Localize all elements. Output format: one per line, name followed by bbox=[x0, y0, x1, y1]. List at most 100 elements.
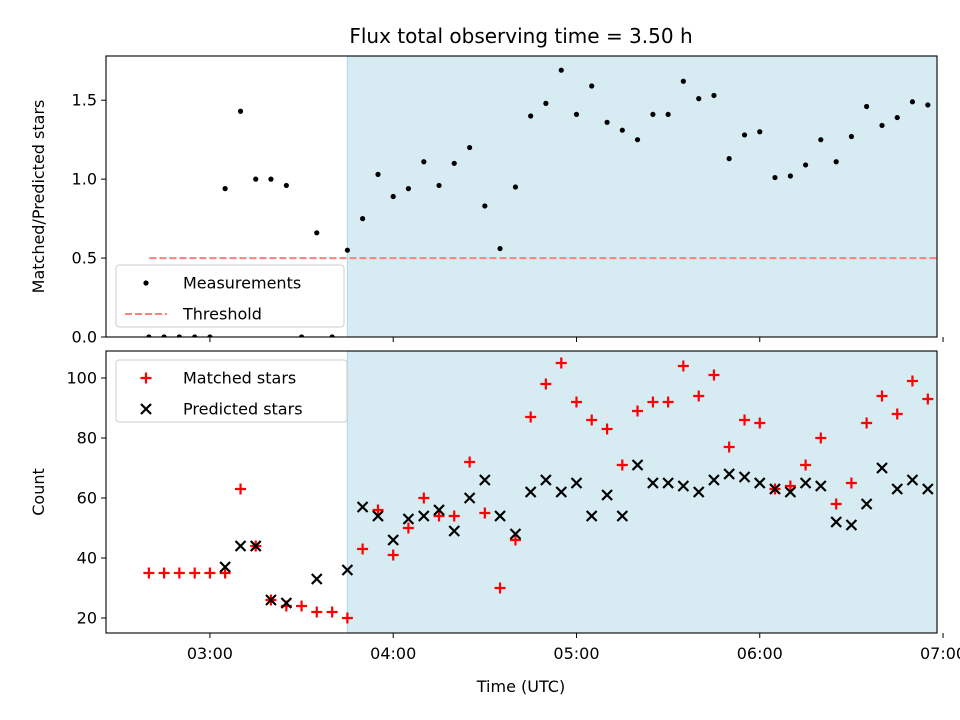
point-plus bbox=[938, 400, 949, 411]
point-plus bbox=[906, 375, 918, 387]
point-x bbox=[906, 474, 919, 486]
legend: Matched stars Predicted stars bbox=[115, 359, 348, 423]
point-dot bbox=[176, 334, 182, 337]
point-plus bbox=[326, 606, 338, 618]
point-x bbox=[341, 564, 354, 576]
point-dot bbox=[665, 111, 671, 118]
point-plus bbox=[341, 612, 353, 624]
point-plus bbox=[693, 390, 705, 402]
point-dot bbox=[314, 230, 320, 236]
y-tick-label: 1.0 bbox=[72, 170, 97, 189]
point-plus bbox=[494, 582, 506, 594]
point-plus bbox=[922, 393, 934, 405]
x-tick-label: 04:00 bbox=[370, 644, 416, 663]
point-plus bbox=[143, 567, 155, 579]
y-tick-label: 40 bbox=[77, 549, 97, 568]
point-dot bbox=[253, 176, 259, 182]
point-x bbox=[372, 510, 384, 522]
point-plus bbox=[509, 534, 521, 546]
point-x bbox=[540, 474, 552, 486]
point-plus bbox=[815, 432, 827, 444]
point-plus bbox=[525, 411, 537, 423]
point-x bbox=[815, 480, 827, 492]
point-dot bbox=[833, 159, 839, 165]
point-dot bbox=[344, 247, 350, 253]
point-plus bbox=[632, 405, 644, 417]
y-tick-label: 20 bbox=[77, 609, 97, 628]
point-dot bbox=[543, 100, 549, 106]
point-plus bbox=[601, 423, 613, 435]
point-x bbox=[662, 477, 674, 489]
x-tick-label: 05:00 bbox=[553, 644, 599, 663]
point-dot bbox=[650, 111, 656, 118]
observing-window-shade bbox=[346, 351, 937, 633]
point-x bbox=[448, 525, 461, 537]
point-dot bbox=[421, 159, 427, 165]
point-x bbox=[219, 561, 231, 573]
point-plus bbox=[219, 567, 231, 579]
point-dot bbox=[956, 112, 960, 117]
point-dot bbox=[680, 78, 686, 84]
point-plus bbox=[708, 369, 720, 381]
point-dot bbox=[696, 96, 702, 102]
y-tick-label: 80 bbox=[77, 429, 97, 448]
plot-area bbox=[143, 357, 960, 624]
point-dot bbox=[161, 334, 167, 337]
y-tick-label: 1.5 bbox=[72, 91, 97, 110]
point-dot bbox=[146, 334, 152, 337]
point-x bbox=[463, 492, 476, 504]
point-x bbox=[692, 486, 705, 498]
point-x bbox=[953, 478, 960, 488]
point-dot bbox=[436, 182, 442, 189]
point-x bbox=[860, 498, 873, 510]
point-plus bbox=[235, 483, 247, 495]
point-x bbox=[249, 540, 262, 552]
point-dot bbox=[909, 99, 916, 105]
point-plus bbox=[158, 567, 170, 579]
x-axis-label: Time (UTC) bbox=[476, 677, 565, 696]
point-dot bbox=[772, 174, 778, 181]
point-x bbox=[769, 483, 781, 495]
point-dot bbox=[283, 182, 289, 189]
point-plus bbox=[311, 606, 323, 618]
point-x bbox=[891, 483, 904, 495]
legend-label: Threshold bbox=[182, 305, 262, 324]
point-x bbox=[234, 540, 247, 552]
point-dot bbox=[894, 114, 900, 121]
point-dot bbox=[375, 171, 381, 177]
point-dot bbox=[802, 162, 809, 168]
point-plus bbox=[723, 441, 735, 453]
point-x bbox=[280, 597, 293, 609]
point-plus bbox=[845, 477, 857, 489]
point-x bbox=[922, 483, 934, 495]
y-tick-label: 60 bbox=[77, 489, 97, 508]
point-plus bbox=[372, 504, 384, 516]
legend: Measurements Threshold bbox=[115, 264, 345, 328]
point-plus bbox=[739, 414, 751, 426]
point-plus bbox=[861, 417, 873, 429]
point-x bbox=[555, 486, 568, 498]
point-x bbox=[677, 480, 690, 492]
legend-marker-x bbox=[140, 403, 152, 415]
observing-window-shade bbox=[346, 56, 937, 337]
point-plus bbox=[418, 492, 430, 504]
point-dot bbox=[390, 193, 396, 200]
point-plus bbox=[586, 414, 598, 426]
point-dot bbox=[589, 83, 595, 89]
point-x bbox=[479, 474, 491, 486]
point-plus bbox=[570, 396, 582, 408]
point-plus bbox=[953, 397, 960, 408]
point-plus bbox=[555, 357, 567, 369]
point-dot bbox=[207, 334, 213, 337]
point-dot bbox=[940, 107, 945, 112]
point-x bbox=[494, 510, 506, 522]
point-dot bbox=[879, 122, 885, 129]
point-dot bbox=[467, 144, 473, 151]
legend-label: Measurements bbox=[183, 274, 301, 293]
point-dot bbox=[497, 245, 503, 252]
point-x bbox=[265, 594, 277, 606]
x-tick-label: 07:00 bbox=[920, 644, 960, 663]
point-dot bbox=[451, 160, 457, 166]
point-plus bbox=[448, 510, 460, 522]
point-plus bbox=[357, 543, 369, 555]
